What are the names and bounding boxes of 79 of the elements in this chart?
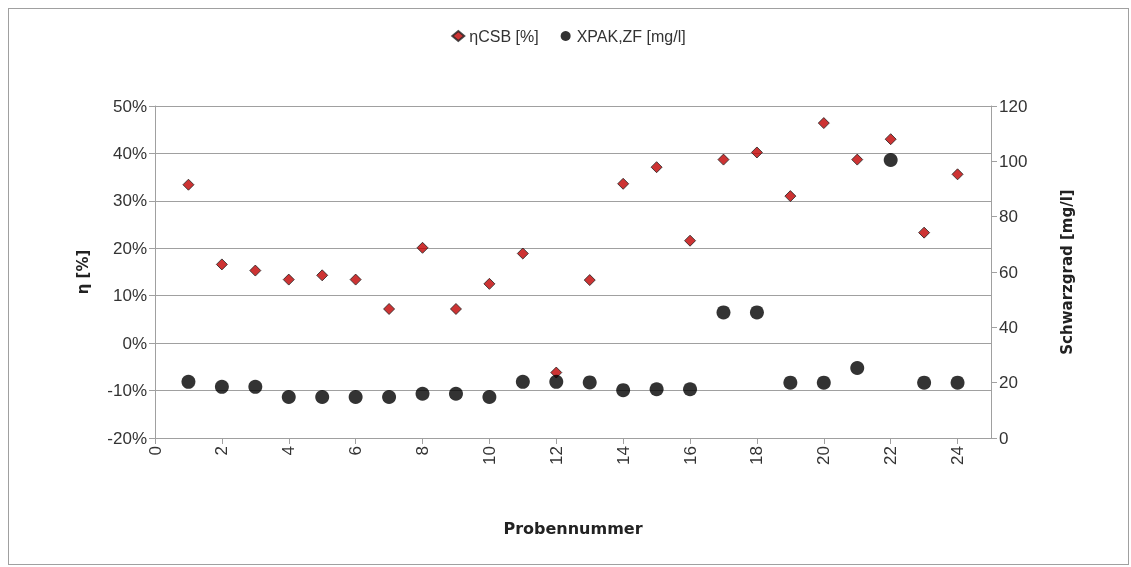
y2-axis-title: Schwarzgrad [mg/l] <box>1057 189 1076 355</box>
legend-label: XPAK,ZF [mg/l] <box>576 27 686 45</box>
y-axis-title: η [%] <box>73 249 92 295</box>
y-tick-label: -10% <box>107 381 147 401</box>
point <box>850 361 865 375</box>
point <box>248 379 263 394</box>
point <box>717 153 730 166</box>
point <box>516 247 529 260</box>
point <box>415 386 430 401</box>
point <box>382 390 397 405</box>
x-tick-label: 2 <box>212 446 232 456</box>
y2-tick-label: 20 <box>999 373 1018 393</box>
point <box>884 133 897 146</box>
point <box>784 190 797 203</box>
point <box>483 277 496 290</box>
y-tick-label: 0% <box>122 333 147 353</box>
point <box>249 264 262 277</box>
point <box>449 302 462 315</box>
point <box>448 386 463 401</box>
y2-tick-label: 60 <box>999 262 1018 282</box>
x-tick-label: 18 <box>747 446 767 465</box>
x-tick-label: 12 <box>546 446 566 465</box>
point <box>315 390 330 405</box>
point <box>684 234 697 247</box>
y2-tick-label: 120 <box>999 96 1028 116</box>
y2-tick-label: 80 <box>999 207 1018 227</box>
point <box>583 274 596 287</box>
x-axis-title: Probennummer <box>503 518 643 538</box>
point <box>749 305 764 320</box>
point <box>348 390 363 405</box>
y-tick-label: -20% <box>107 428 147 448</box>
point <box>750 146 763 159</box>
y-tick-label: 30% <box>112 191 147 211</box>
point <box>582 375 597 390</box>
point <box>816 375 831 390</box>
point <box>181 374 196 389</box>
point <box>383 302 396 315</box>
point <box>617 177 630 190</box>
point <box>214 379 229 394</box>
point <box>281 390 296 405</box>
point <box>282 273 295 286</box>
x-tick-label: 22 <box>881 446 901 465</box>
y2-tick-label: 100 <box>999 151 1028 171</box>
point <box>683 382 698 397</box>
point <box>883 152 898 167</box>
point <box>817 117 830 130</box>
x-tick-label: 10 <box>479 446 499 465</box>
x-tick-label: 6 <box>346 446 366 456</box>
y2-tick-label: 40 <box>999 317 1018 337</box>
point <box>515 374 530 389</box>
x-tick-label: 4 <box>279 446 299 456</box>
y-tick-label: 10% <box>112 286 147 306</box>
x-tick-label: 8 <box>413 446 433 456</box>
y-tick-label: 40% <box>112 143 147 163</box>
point <box>783 375 798 390</box>
point <box>649 382 664 397</box>
point <box>349 273 362 286</box>
y-tick-label: 20% <box>112 238 147 258</box>
point <box>918 226 931 239</box>
x-tick-label: 16 <box>680 446 700 465</box>
legend-label: ηCSB [%] <box>469 27 539 45</box>
point <box>215 258 228 271</box>
point <box>950 375 965 390</box>
x-tick-label: 24 <box>948 446 968 465</box>
point <box>182 178 195 191</box>
point <box>549 374 564 389</box>
x-tick-label: 14 <box>613 446 633 465</box>
point <box>851 153 864 166</box>
point <box>316 269 329 282</box>
point <box>482 390 497 405</box>
point <box>951 168 964 181</box>
point <box>716 305 731 320</box>
point <box>917 375 932 390</box>
point <box>650 161 663 174</box>
y-tick-label: 50% <box>112 96 147 116</box>
x-tick-label: 20 <box>814 446 834 465</box>
x-tick-label: 0 <box>145 446 165 456</box>
point <box>616 383 631 398</box>
point <box>416 241 429 254</box>
